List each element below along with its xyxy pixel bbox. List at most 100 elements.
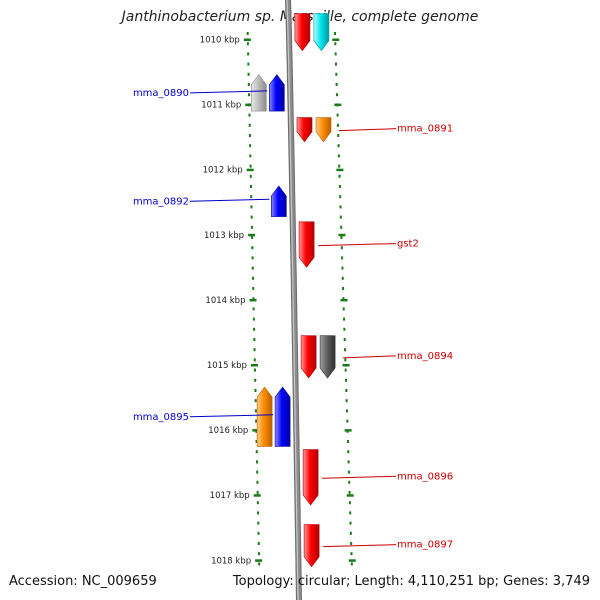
guide-dot-right bbox=[350, 552, 353, 556]
guide-dot-left bbox=[255, 450, 258, 454]
guide-dot-right bbox=[337, 154, 340, 158]
guide-dot-right bbox=[344, 368, 347, 372]
tick-mark-right bbox=[334, 103, 342, 107]
gene-arrow bbox=[303, 524, 320, 568]
tick-mark-left bbox=[245, 103, 253, 107]
guide-dot-left bbox=[250, 195, 253, 199]
tick-mark-right bbox=[348, 559, 356, 562]
guide-dot-left bbox=[251, 276, 254, 280]
guide-dot-right bbox=[340, 236, 343, 239]
guide-dot-left bbox=[249, 174, 252, 178]
guide-dot-left bbox=[252, 317, 255, 321]
tick-mark-left bbox=[255, 559, 263, 562]
guide-dot-right bbox=[349, 511, 352, 515]
guide-dot-left bbox=[253, 327, 256, 331]
tick-label: 1015 kbp bbox=[207, 361, 247, 371]
guide-dot-right bbox=[337, 134, 340, 137]
gene-arrow bbox=[274, 386, 291, 447]
gene-leader-line bbox=[189, 90, 268, 94]
guide-dot-left bbox=[255, 440, 258, 443]
guide-dot-left bbox=[253, 338, 256, 341]
gene-label: mma_0892 bbox=[133, 196, 189, 207]
guide-dot-left bbox=[256, 480, 259, 484]
guide-dot-left bbox=[247, 83, 250, 86]
guide-dot-left bbox=[257, 542, 260, 545]
guide-dot-left bbox=[254, 409, 257, 413]
tick-label: 1011 kbp bbox=[201, 101, 241, 111]
gene-arrow bbox=[270, 185, 287, 217]
guide-dot-left bbox=[250, 215, 253, 219]
guide-dot-right bbox=[343, 338, 346, 341]
gene-arrow bbox=[300, 335, 317, 379]
guide-lines bbox=[246, 32, 353, 566]
guide-dot-left bbox=[257, 552, 260, 556]
guide-dot-left bbox=[250, 225, 253, 229]
guide-dot-right bbox=[336, 113, 339, 117]
guide-dot-right bbox=[343, 317, 346, 321]
tick-mark-left bbox=[248, 233, 256, 237]
gene-leader-line bbox=[323, 544, 397, 548]
guide-dot-right bbox=[345, 399, 348, 403]
tick-label: 1017 kbp bbox=[210, 491, 250, 501]
guide-dot-left bbox=[247, 72, 250, 76]
gene-arrow bbox=[302, 449, 319, 506]
guide-dot-right bbox=[340, 225, 343, 229]
guide-dot-right bbox=[346, 419, 349, 423]
gene-label: mma_0891 bbox=[397, 124, 453, 135]
tick-mark-right bbox=[340, 298, 348, 302]
guide-dot-right bbox=[338, 174, 341, 178]
gene-leader-line bbox=[189, 198, 270, 202]
guide-dot-left bbox=[246, 42, 249, 46]
guide-dot-left bbox=[256, 491, 259, 494]
guide-dot-right bbox=[344, 348, 347, 352]
guide-dot-right bbox=[348, 501, 351, 505]
guide-dot-left bbox=[252, 287, 255, 290]
backbone-highlight bbox=[286, 0, 299, 600]
guide-dot-right bbox=[347, 450, 350, 454]
gene-label: mma_0890 bbox=[133, 88, 189, 99]
topology-label: Topology: circular; Length: 4,110,251 bp… bbox=[232, 574, 590, 589]
tick-mark-left bbox=[252, 429, 260, 432]
guide-dot-left bbox=[253, 368, 256, 372]
tick-mark-right bbox=[342, 364, 350, 367]
gene-arrow bbox=[315, 117, 332, 143]
tick-mark-right bbox=[344, 429, 352, 432]
guide-dot-right bbox=[343, 327, 346, 331]
guide-dot-right bbox=[349, 521, 352, 525]
guide-dot-right bbox=[334, 42, 337, 46]
guide-dot-right bbox=[347, 470, 350, 474]
guide-dot-right bbox=[341, 256, 344, 260]
tick-mark-left bbox=[253, 494, 261, 497]
guide-dot-right bbox=[345, 409, 348, 413]
backbone bbox=[286, 0, 301, 600]
gene-label: mma_0897 bbox=[397, 540, 453, 551]
guide-dot-right bbox=[335, 83, 338, 86]
guide-dot-left bbox=[252, 307, 255, 311]
tick-mark-left bbox=[246, 168, 254, 172]
gene-leader-line bbox=[318, 243, 397, 247]
tick-mark-right bbox=[346, 494, 354, 497]
guide-dot-left bbox=[256, 501, 259, 505]
guide-dot-right bbox=[340, 246, 343, 250]
guide-dot-left bbox=[257, 531, 260, 535]
gene-arrow bbox=[256, 386, 273, 447]
guide-dot-left bbox=[252, 297, 255, 301]
guide-dot-right bbox=[348, 480, 351, 484]
guide-dot-right bbox=[349, 531, 352, 535]
guide-dot-left bbox=[248, 113, 251, 117]
guide-dot-right bbox=[336, 123, 339, 127]
guide-dot-left bbox=[249, 154, 252, 158]
guide-dot-left bbox=[254, 399, 257, 403]
gene-arrow bbox=[319, 335, 336, 379]
gene-arrow bbox=[294, 13, 311, 52]
gene-leader-line bbox=[189, 414, 274, 418]
guide-dot-right bbox=[348, 491, 351, 494]
guide-dot-left bbox=[247, 62, 250, 66]
tick-label: 1014 kbp bbox=[205, 296, 245, 306]
guide-dot-right bbox=[339, 205, 342, 209]
guide-dot-left bbox=[256, 470, 259, 474]
guide-dot-right bbox=[339, 215, 342, 219]
tick-label: 1016 kbp bbox=[208, 426, 248, 436]
guide-dot-right bbox=[335, 72, 338, 76]
